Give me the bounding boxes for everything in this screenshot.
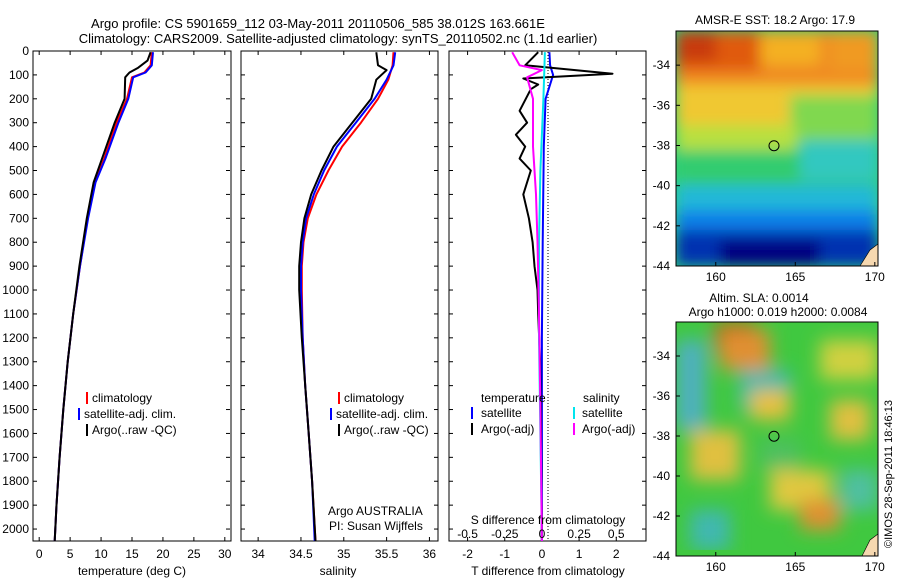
x-tick-label: 20 (156, 547, 170, 561)
longitude-tick-label: 170 (865, 270, 885, 284)
latitude-tick-label: -34 (653, 58, 671, 72)
difference-legend-salinity-header: salinity (583, 391, 620, 405)
depth-tick-label: 1900 (2, 498, 29, 512)
depth-tick-label: 1500 (2, 403, 29, 417)
sst-map-panel: AMSR-E SST: 18.2 Argo: 17.9 (653, 13, 885, 284)
series-line-argo-raw-qc- (53, 51, 152, 541)
difference-legend: temperature satellite Argo(-adj) salinit… (471, 391, 635, 436)
depth-tick-label: 600 (9, 187, 29, 201)
latitude-tick-label: -38 (653, 429, 671, 443)
s-difference-tick-label: -0.5 (457, 527, 478, 541)
salinity-annotation-line-2: PI: Susan Wijffels (329, 519, 423, 533)
x-tick-label: -1 (499, 547, 510, 561)
depth-tick-label: 1000 (2, 283, 29, 297)
temperature-legend: climatology satellite-adj. clim. Argo(..… (78, 391, 177, 437)
depth-tick-label: 1300 (2, 355, 29, 369)
longitude-tick-label: 165 (785, 270, 805, 284)
latitude-tick-label: -44 (653, 549, 671, 563)
depth-tick-label: 200 (9, 92, 29, 106)
x-tick-label: 0 (36, 547, 43, 561)
difference-legend-t-argo: Argo(-adj) (481, 422, 534, 436)
x-tick-label: 25 (187, 547, 201, 561)
copyright-stamp: ©IMOS 28-Sep-2011 18:46:13 (883, 400, 895, 548)
figure-title-line-1: Argo profile: CS 5901659_112 03-May-2011… (91, 16, 545, 31)
depth-tick-label: 800 (9, 235, 29, 249)
temperature-legend-climatology: climatology (92, 391, 152, 405)
difference-legend-s-argo: Argo(-adj) (582, 422, 635, 436)
latitude-tick-label: -34 (653, 349, 671, 363)
depth-tick-label: 1700 (2, 450, 29, 464)
latitude-tick-label: -40 (653, 179, 671, 193)
salinity-legend-satellite: satellite-adj. clim. (336, 407, 428, 421)
s-difference-tick-label: -0.25 (491, 527, 519, 541)
difference-panel: -2 -1 0 1 2 temperature satellite Argo(-adj)… (448, 50, 647, 578)
latitude-tick-label: -40 (653, 469, 671, 483)
depth-tick-label: 100 (9, 68, 29, 82)
difference-legend-temperature-header: temperature (481, 391, 546, 405)
sla-map-panel: Altim. SLA: 0.0014 Argo h1000: 0.019 h20… (653, 291, 885, 574)
x-tick-label: 15 (125, 547, 139, 561)
latitude-tick-label: -36 (653, 389, 671, 403)
salinity-x-label: salinity (320, 564, 357, 578)
sla-argo-location-marker (768, 430, 780, 442)
s-difference-label: S difference from climatology (471, 513, 626, 527)
latitude-tick-label: -42 (653, 509, 671, 523)
s-difference-tick-label: 0 (539, 527, 546, 541)
salinity-legend: climatology satellite-adj. clim. Argo(..… (330, 391, 429, 437)
latitude-tick-label: -38 (653, 138, 671, 152)
depth-tick-label: 1600 (2, 426, 29, 440)
x-tick-label: 5 (67, 547, 74, 561)
longitude-tick-label: 165 (785, 560, 805, 574)
depth-tick-label: 500 (9, 164, 29, 178)
latitude-tick-label: -42 (653, 219, 671, 233)
x-tick-label: 35.5 (375, 547, 399, 561)
series-line-s-argo-adj- (511, 51, 543, 541)
longitude-tick-label: 170 (865, 560, 885, 574)
depth-tick-label: 1200 (2, 331, 29, 345)
sst-argo-location-marker (768, 140, 780, 152)
temperature-legend-argo: Argo(..raw -QC) (92, 423, 177, 437)
series-line-argo-raw-qc- (298, 52, 388, 541)
latitude-tick-label: -36 (653, 98, 671, 112)
salinity-panel: 34 34.5 35 35.5 36 salinity climatology sate… (240, 50, 439, 578)
x-tick-label: 34 (251, 547, 265, 561)
x-tick-label: 1 (576, 547, 583, 561)
sla-map-title-line-1: Altim. SLA: 0.0014 (709, 291, 809, 305)
sla-map-title-line-2: Argo h1000: 0.019 h2000: 0.0084 (689, 305, 868, 319)
longitude-tick-label: 160 (706, 560, 726, 574)
depth-tick-label: 700 (9, 211, 29, 225)
temperature-legend-satellite: satellite-adj. clim. (84, 407, 176, 421)
depth-tick-label: 1100 (3, 307, 29, 321)
x-tick-label: 2 (613, 547, 620, 561)
difference-legend-s-satellite: satellite (582, 406, 623, 420)
x-tick-label: 10 (94, 547, 108, 561)
depth-tick-label: 300 (9, 116, 29, 130)
sst-map-title: AMSR-E SST: 18.2 Argo: 17.9 (695, 13, 855, 27)
x-tick-label: 36 (423, 547, 437, 561)
x-tick-label: 0 (539, 547, 546, 561)
salinity-annotation-line-1: Argo AUSTRALIA (328, 504, 423, 518)
t-difference-label: T difference from climatology (471, 564, 625, 578)
figure-title-line-2: Climatology: CARS2009. Satellite-adjuste… (79, 31, 598, 46)
temperature-x-label: temperature (deg C) (78, 564, 186, 578)
latitude-tick-label: -44 (653, 259, 671, 273)
depth-tick-label: 900 (9, 259, 29, 273)
x-tick-label: 30 (218, 547, 232, 561)
difference-legend-t-satellite: satellite (481, 406, 522, 420)
depth-tick-label: 0 (22, 44, 29, 58)
depth-tick-label: 1400 (2, 379, 29, 393)
salinity-legend-climatology: climatology (344, 391, 404, 405)
depth-tick-label: 400 (9, 140, 29, 154)
x-tick-label: 35 (337, 547, 351, 561)
x-tick-label: 34.5 (289, 547, 313, 561)
temperature-panel: 0100200300400500600700800900100011001200… (2, 44, 232, 578)
x-tick-label: -2 (462, 547, 473, 561)
depth-tick-label: 1800 (2, 474, 29, 488)
longitude-tick-label: 160 (706, 270, 726, 284)
s-difference-tick-label: 0.25 (567, 527, 591, 541)
salinity-legend-argo: Argo(..raw -QC) (344, 423, 429, 437)
depth-tick-label: 2000 (2, 522, 29, 536)
s-difference-tick-label: 0.5 (608, 527, 625, 541)
